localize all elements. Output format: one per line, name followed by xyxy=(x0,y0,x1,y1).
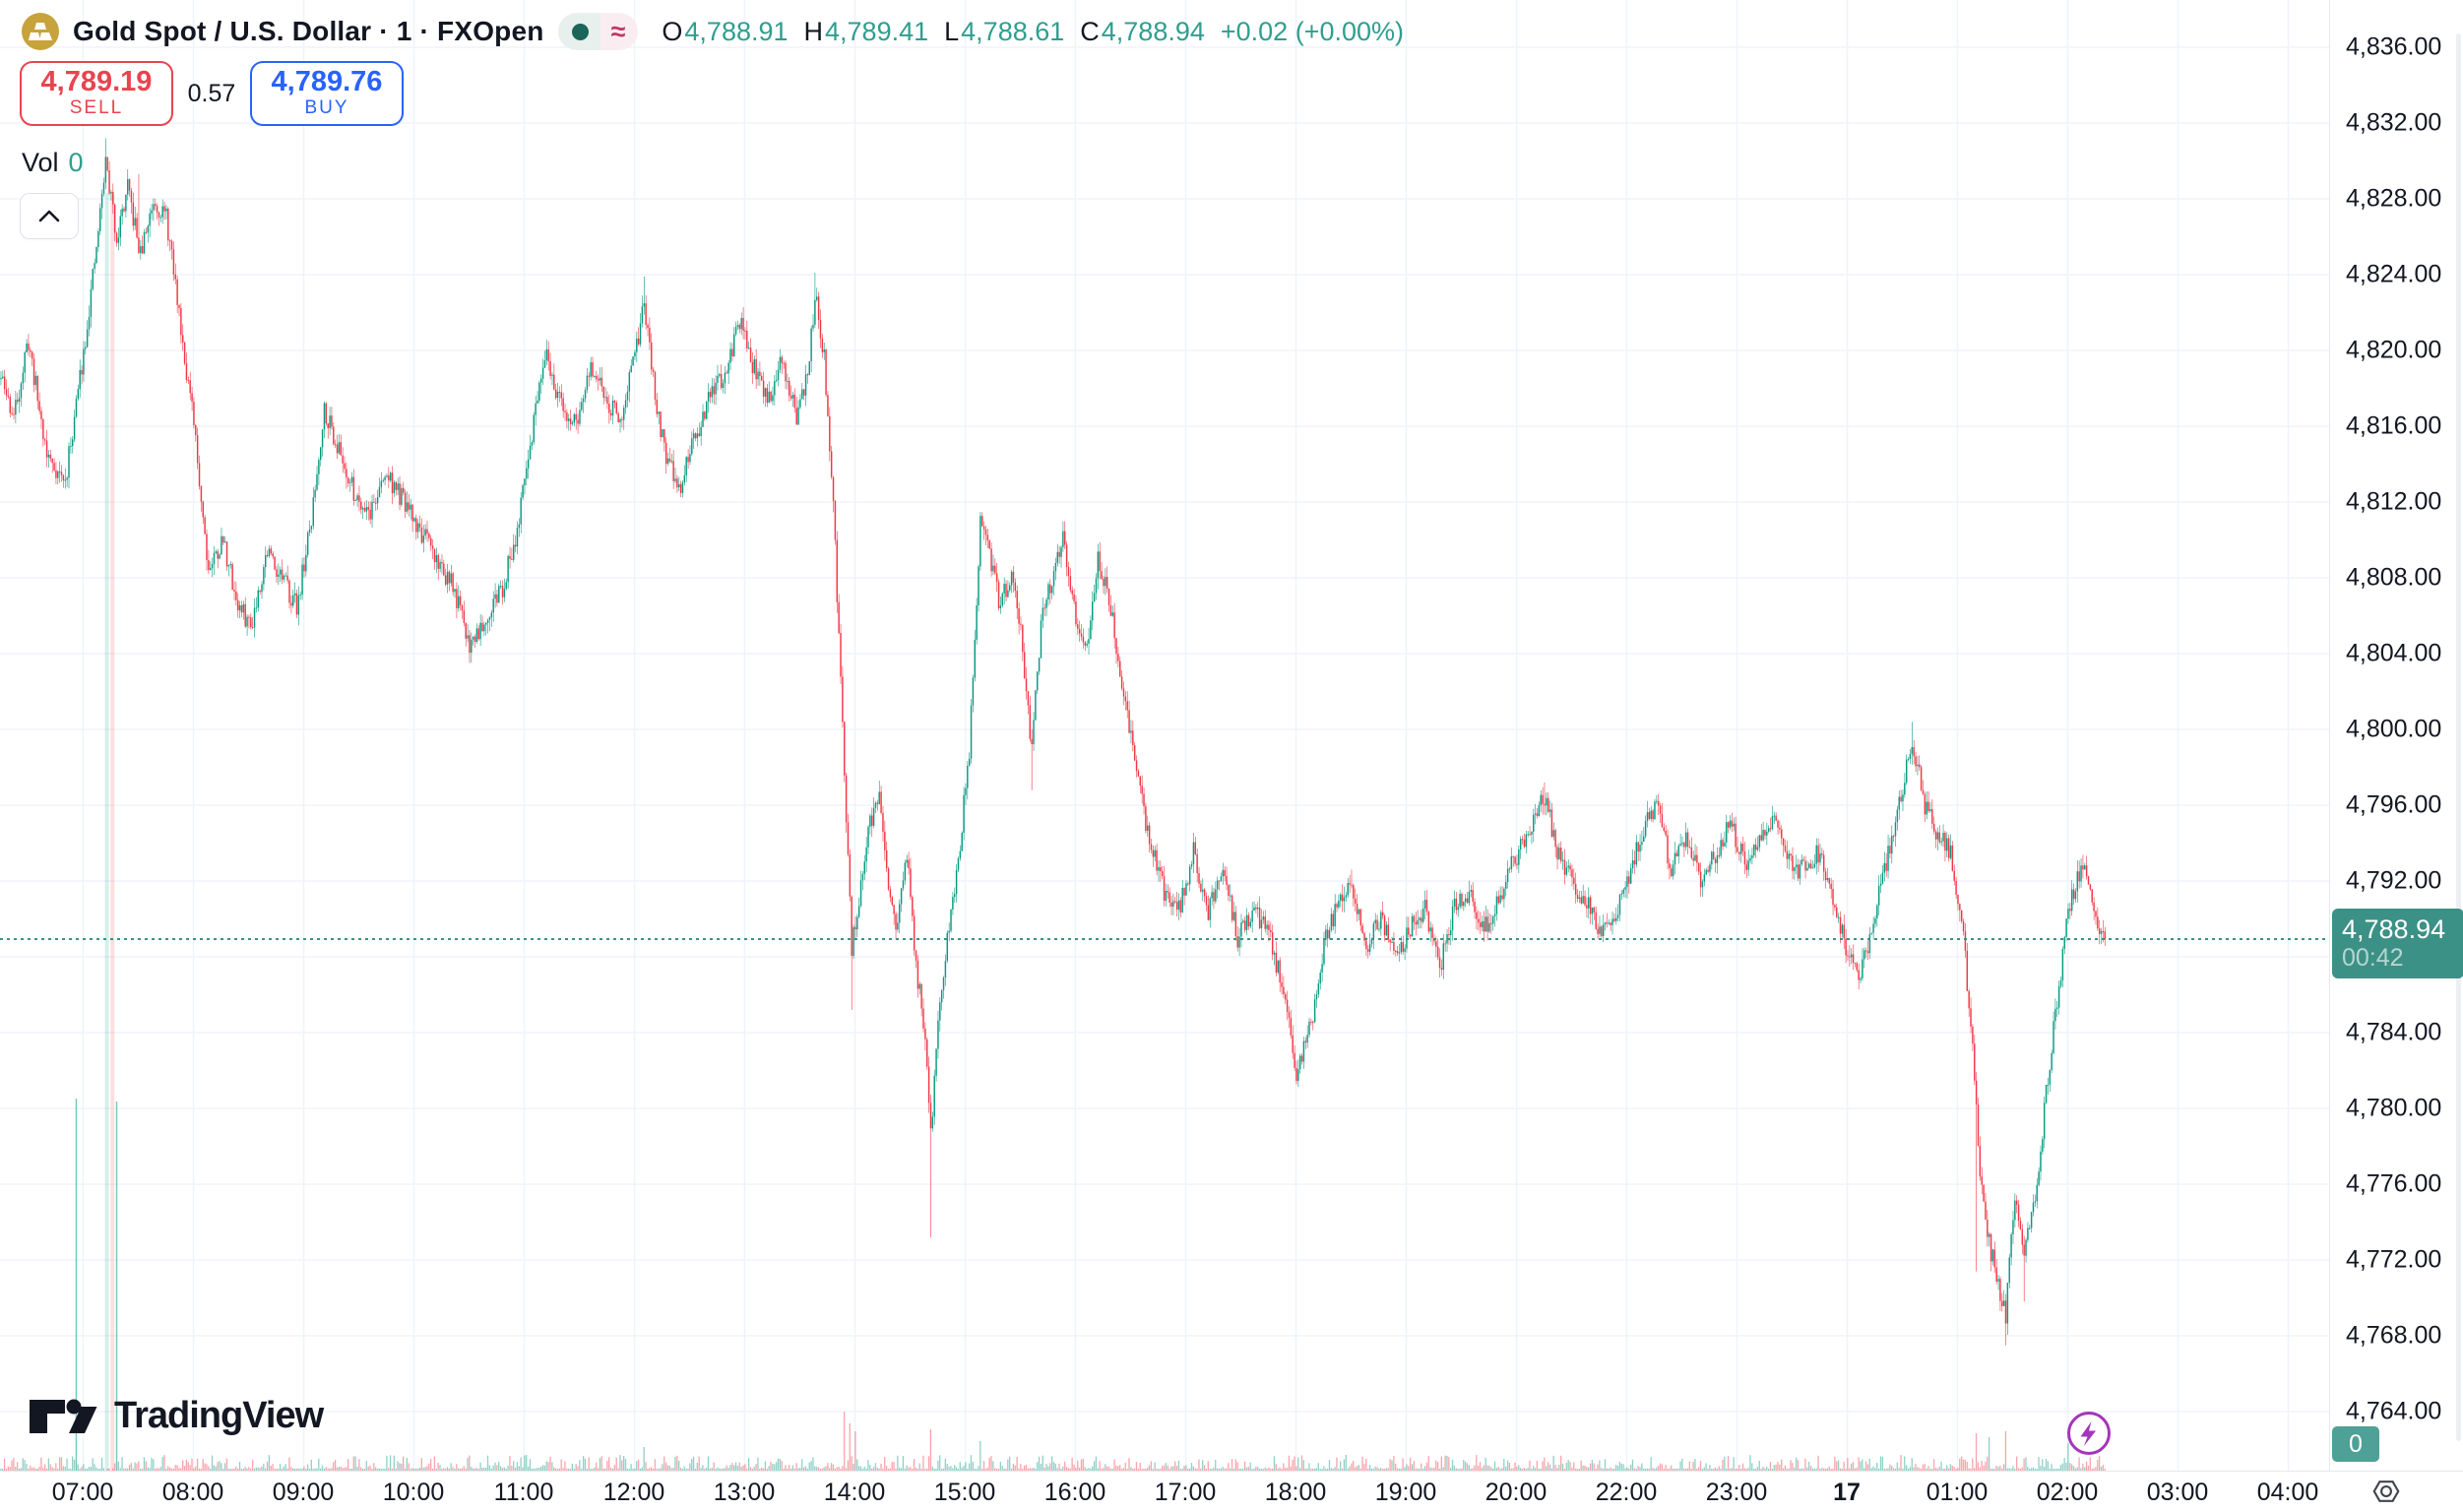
bar-countdown: 00:42 xyxy=(2342,943,2404,972)
time-tick: 07:00 xyxy=(51,1479,114,1506)
sell-price: 4,789.19 xyxy=(40,66,153,98)
price-tick: 4,764.00 xyxy=(2346,1397,2442,1425)
gold-symbol-icon[interactable] xyxy=(22,13,59,50)
gear-icon xyxy=(2372,1480,2400,1502)
price-tick: 4,780.00 xyxy=(2346,1094,2442,1122)
price-tick: 4,828.00 xyxy=(2346,184,2442,213)
tradingview-logo[interactable]: TradingView xyxy=(28,1394,324,1437)
last-price-line xyxy=(0,937,2329,940)
delayed-data-segment: ≈ xyxy=(600,13,639,50)
close-label: C xyxy=(1080,16,1100,46)
change-value: +0.02 (+0.00%) xyxy=(1220,16,1405,46)
buy-price: 4,789.76 xyxy=(271,66,383,98)
chart-grid xyxy=(0,0,2329,1471)
volume-indicator-label: Vol xyxy=(22,148,59,177)
time-tick: 18:00 xyxy=(1264,1479,1327,1506)
time-tick: 08:00 xyxy=(161,1479,224,1506)
candlestick-chart[interactable] xyxy=(0,0,2329,1471)
price-tick: 4,784.00 xyxy=(2346,1018,2442,1046)
market-open-segment xyxy=(557,13,600,50)
sell-button[interactable]: 4,789.19 SELL xyxy=(20,61,173,126)
spread-value: 0.57 xyxy=(187,79,236,107)
trade-panel: 4,789.19 SELL 0.57 4,789.76 BUY xyxy=(20,61,404,126)
price-tick: 4,804.00 xyxy=(2346,639,2442,667)
price-tick: 4,800.00 xyxy=(2346,715,2442,743)
high-value: 4,789.41 xyxy=(825,16,929,46)
price-tick: 4,820.00 xyxy=(2346,336,2442,364)
price-tick: 4,832.00 xyxy=(2346,108,2442,137)
volume-indicator-row[interactable]: Vol 0 xyxy=(22,148,84,178)
time-tick: 12:00 xyxy=(602,1479,665,1506)
open-label: O xyxy=(662,16,683,46)
volume-indicator-value: 0 xyxy=(68,148,84,177)
price-tick: 4,768.00 xyxy=(2346,1321,2442,1350)
ohlc-values: O 4,788.91 H 4,789.41 L 4,788.61 C 4,788.94 … xyxy=(662,17,1404,47)
price-tick: 4,772.00 xyxy=(2346,1245,2442,1274)
time-tick: 11:00 xyxy=(493,1479,554,1506)
time-tick: 17:00 xyxy=(1154,1479,1217,1506)
time-tick: 19:00 xyxy=(1374,1479,1437,1506)
low-label: L xyxy=(944,16,960,46)
market-status-pill[interactable]: ≈ xyxy=(557,13,639,50)
flash-order-button[interactable] xyxy=(2065,1410,2113,1462)
price-tick: 4,812.00 xyxy=(2346,487,2442,516)
time-tick: 02:00 xyxy=(2036,1479,2099,1506)
open-value: 4,788.91 xyxy=(684,16,789,46)
time-axis[interactable]: 07:00 08:00 09:00 10:00 11:00 12:00 13:00 14:00… xyxy=(0,1471,2463,1511)
price-tick: 4,824.00 xyxy=(2346,260,2442,288)
time-tick: 09:00 xyxy=(272,1479,335,1506)
market-status-dot-icon xyxy=(571,23,589,40)
price-tick: 4,792.00 xyxy=(2346,866,2442,895)
time-tick: 04:00 xyxy=(2256,1479,2319,1506)
price-tick: 4,796.00 xyxy=(2346,790,2442,819)
chevron-up-icon xyxy=(38,210,60,222)
price-axis[interactable]: 4,788.94 00:42 0 4,836.00 4,832.00 4,828.0… xyxy=(2329,0,2463,1471)
high-label: H xyxy=(803,16,824,46)
tradingview-mark-icon xyxy=(30,1399,97,1433)
time-tick: 13:00 xyxy=(713,1479,776,1506)
tradingview-wordmark: TradingView xyxy=(114,1394,324,1436)
price-tick: 4,776.00 xyxy=(2346,1169,2442,1198)
last-price-label: 4,788.94 00:42 xyxy=(2332,908,2463,979)
time-tick: 15:00 xyxy=(933,1479,996,1506)
close-value: 4,788.94 xyxy=(1101,16,1205,46)
time-tick: 01:00 xyxy=(1926,1479,1989,1506)
chart-plot-area[interactable]: Gold Spot / U.S. Dollar · 1 · FXOpen ≈ O… xyxy=(0,0,2329,1471)
sell-label: SELL xyxy=(69,96,124,118)
symbol-title[interactable]: Gold Spot / U.S. Dollar · 1 · FXOpen xyxy=(73,16,544,46)
low-value: 4,788.61 xyxy=(961,16,1065,46)
time-tick: 10:00 xyxy=(382,1479,445,1506)
last-price-value: 4,788.94 xyxy=(2342,914,2446,944)
time-tick: 20:00 xyxy=(1484,1479,1547,1506)
time-axis-settings-button[interactable] xyxy=(2370,1476,2402,1512)
price-axis-scrollbar[interactable] xyxy=(2456,33,2461,1441)
price-tick: 4,836.00 xyxy=(2346,32,2442,61)
time-tick: 23:00 xyxy=(1705,1479,1768,1506)
collapse-indicators-button[interactable] xyxy=(20,193,79,239)
time-tick: 14:00 xyxy=(823,1479,886,1506)
symbol-header: Gold Spot / U.S. Dollar · 1 · FXOpen ≈ O… xyxy=(22,8,1404,55)
time-tick: 16:00 xyxy=(1043,1479,1106,1506)
buy-label: BUY xyxy=(304,96,349,118)
buy-button[interactable]: 4,789.76 BUY xyxy=(250,61,404,126)
time-tick: 22:00 xyxy=(1595,1479,1658,1506)
time-tick: 17 xyxy=(1833,1479,1861,1506)
price-tick: 4,808.00 xyxy=(2346,563,2442,592)
approx-icon: ≈ xyxy=(610,16,626,46)
lightning-icon xyxy=(2067,1412,2111,1455)
volume-axis-badge: 0 xyxy=(2332,1426,2379,1462)
price-tick: 4,816.00 xyxy=(2346,411,2442,440)
time-tick: 03:00 xyxy=(2146,1479,2209,1506)
